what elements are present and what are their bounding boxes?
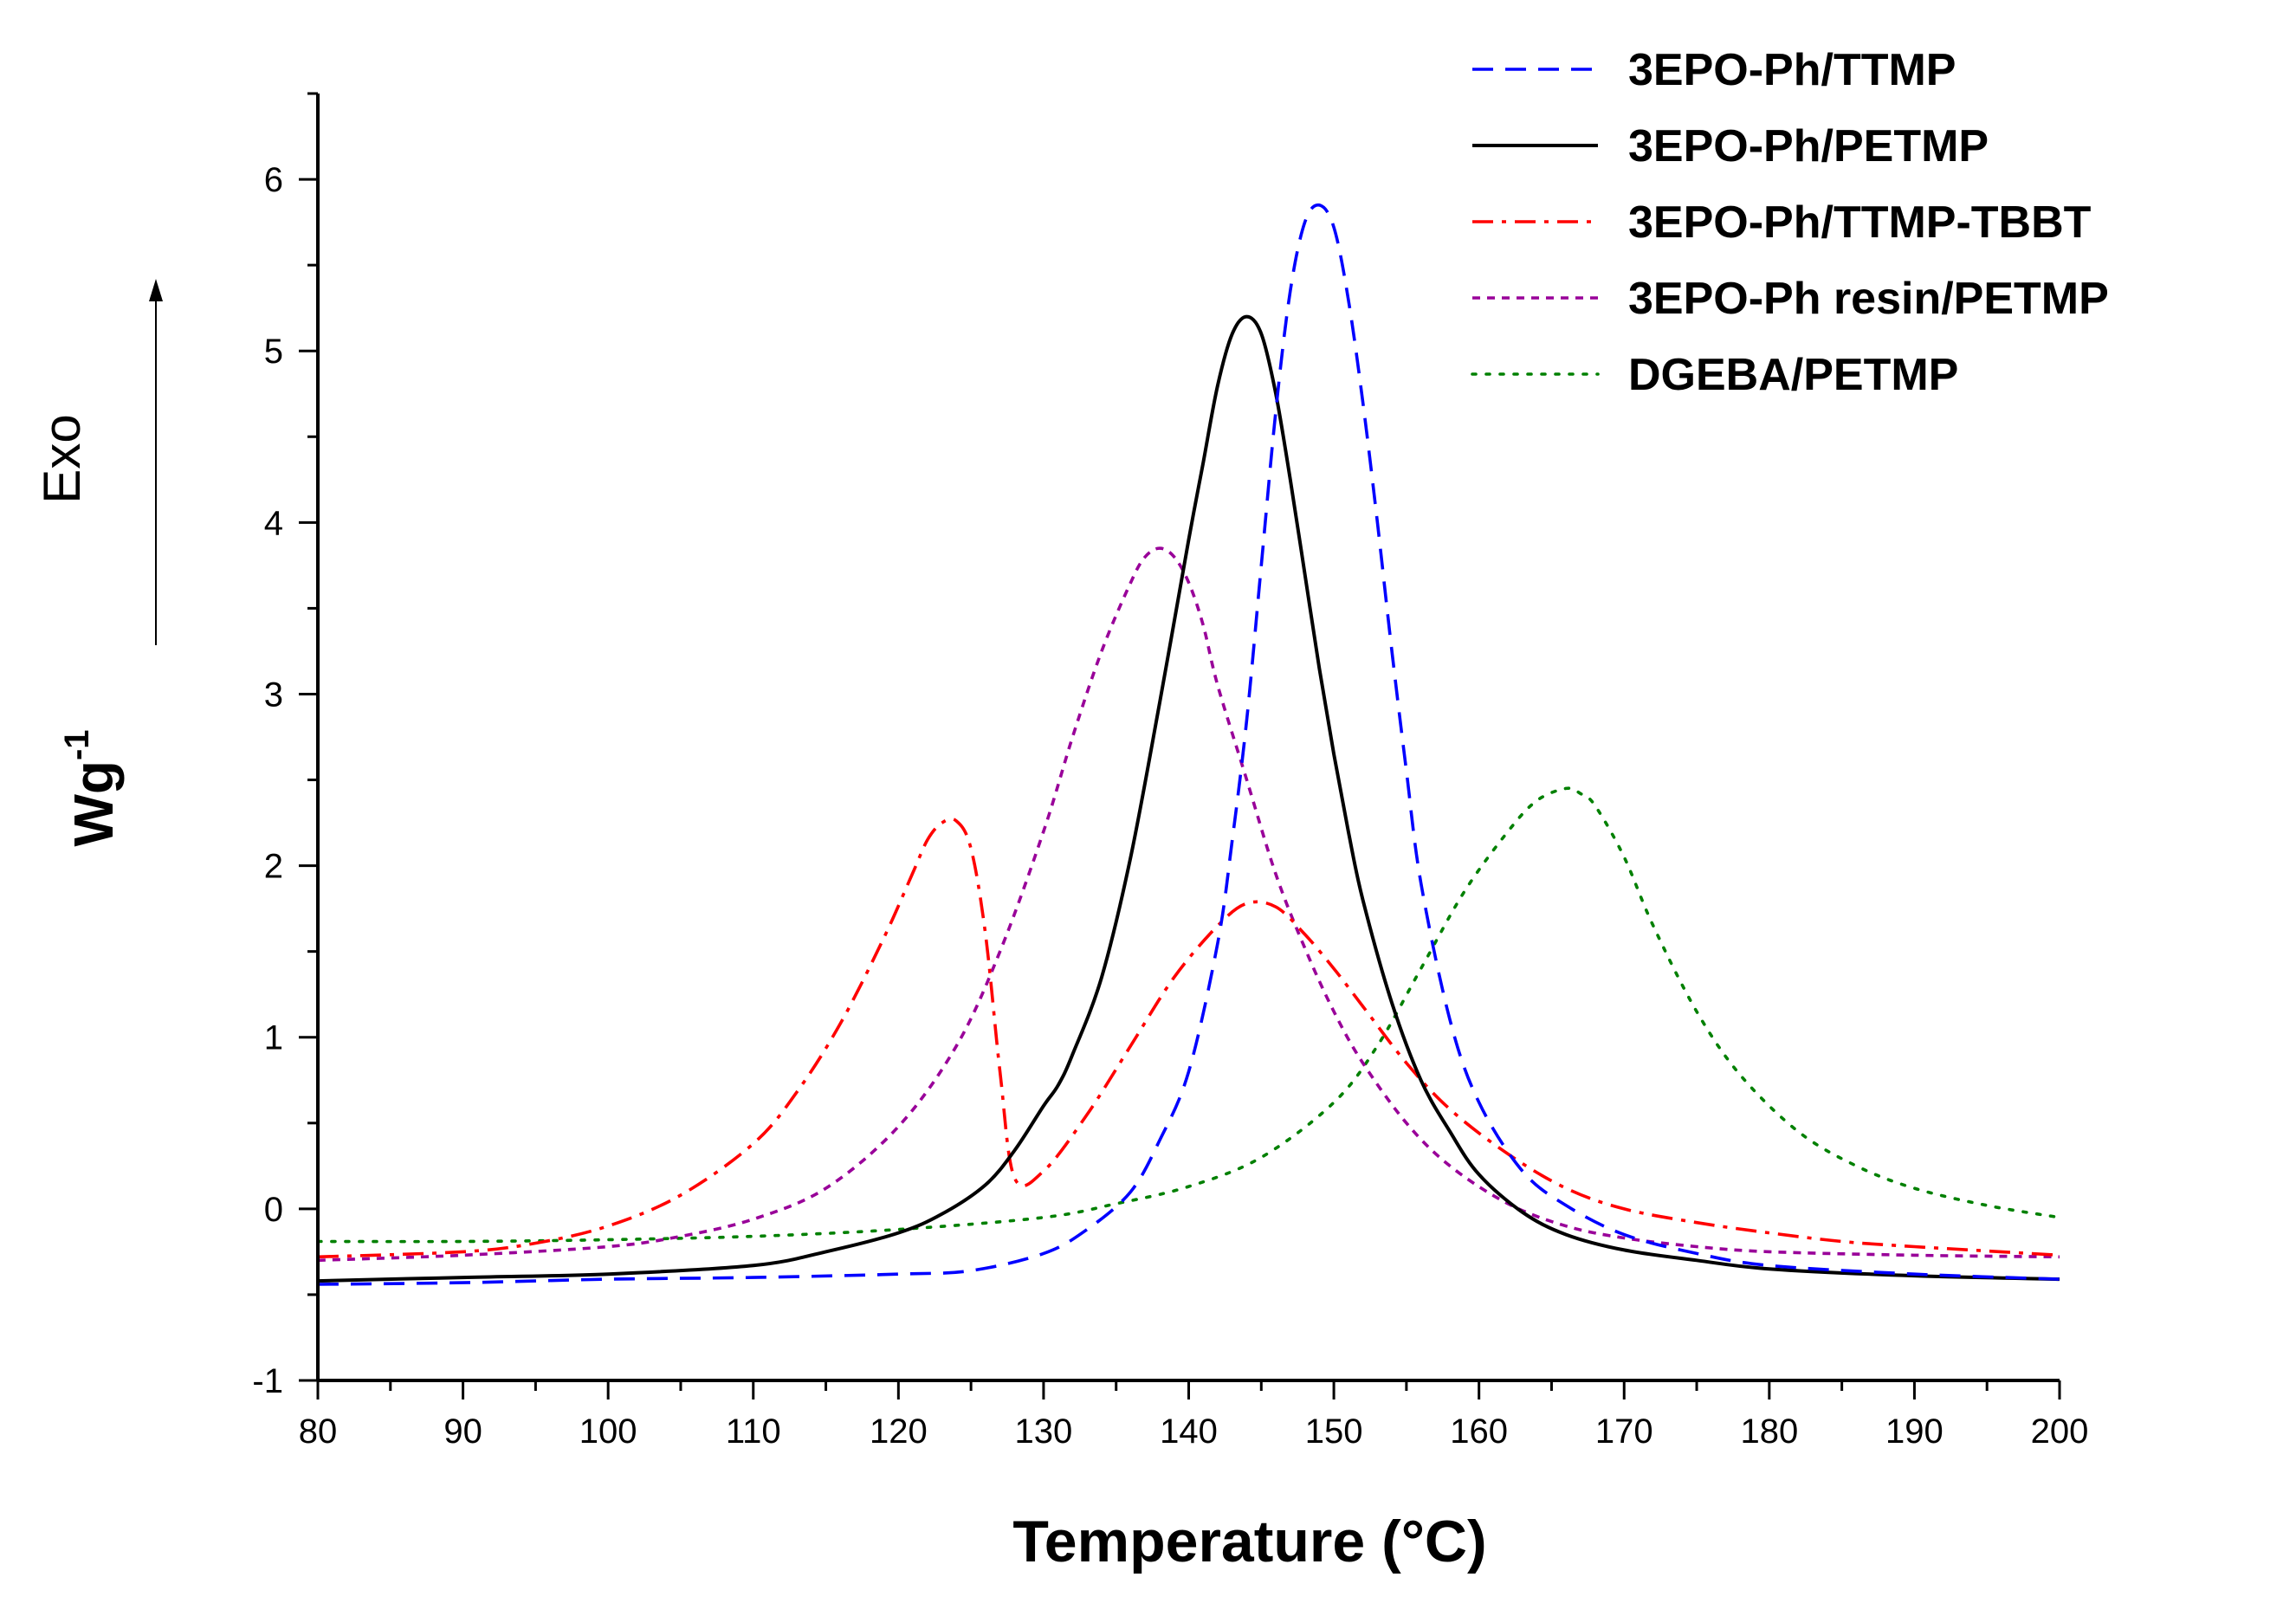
y-tick-label: 4	[264, 504, 283, 542]
y-axis-ticks: -1 0 1 2 3 4 5 6	[252, 92, 318, 1400]
y-tick-label: 2	[264, 848, 283, 886]
legend-label: 3EPO-Ph/TTMP-TBBT	[1628, 197, 2092, 248]
y-tick-label: 0	[264, 1191, 283, 1229]
series-line-2	[317, 817, 2060, 1259]
x-tick-label: 150	[1305, 1412, 1363, 1451]
x-axis-ticks: 80 90 100 110 120 130 140 150 160 170 180 190 200	[299, 1380, 2089, 1451]
series-line-1	[317, 314, 2060, 1283]
x-tick-label: 120	[870, 1412, 928, 1451]
y-tick-label: 6	[264, 161, 283, 199]
x-tick-label: 140	[1160, 1412, 1218, 1451]
x-tick-label: 130	[1015, 1412, 1073, 1451]
x-tick-label: 100	[579, 1412, 637, 1451]
x-tick-label: 180	[1740, 1412, 1798, 1451]
series-line-0	[317, 203, 2060, 1286]
legend-label: DGEBA/PETMP	[1628, 350, 1958, 400]
y-axis-title: Wg-1	[58, 729, 125, 846]
series-line-4	[316, 786, 2061, 1244]
exo-label: Exo	[33, 414, 91, 503]
legend-label: 3EPO-Ph/TTMP	[1628, 45, 1956, 95]
x-tick-label: 160	[1450, 1412, 1508, 1451]
x-tick-label: 90	[443, 1412, 482, 1451]
y-axis-title-base: Wg	[62, 760, 125, 847]
x-tick-label: 170	[1595, 1412, 1653, 1451]
legend: 3EPO-Ph/TTMP 3EPO-Ph/PETMP 3EPO-Ph/TTMP-TB…	[1471, 45, 2109, 400]
series-layer	[316, 203, 2061, 1286]
series-line-3	[317, 546, 2060, 1263]
y-tick-label: 5	[264, 333, 283, 371]
legend-label: 3EPO-Ph/PETMP	[1628, 121, 1989, 171]
x-tick-label: 80	[299, 1412, 338, 1451]
x-tick-label: 110	[726, 1412, 781, 1451]
y-tick-label: 3	[264, 675, 283, 714]
x-axis-title: Temperature (°C)	[1012, 1509, 1486, 1574]
x-tick-label: 190	[1885, 1412, 1944, 1451]
y-tick-label: -1	[252, 1362, 283, 1400]
x-tick-label: 200	[2031, 1412, 2089, 1451]
exo-arrow-head-icon	[149, 279, 163, 301]
y-axis-title-superscript: -1	[58, 729, 96, 760]
plot-area: 80 90 100 110 120 130 140 150 160 170 180 190 200 -1…	[252, 92, 2089, 1451]
y-tick-label: 1	[264, 1019, 283, 1057]
legend-label: 3EPO-Ph resin/PETMP	[1628, 274, 2109, 324]
